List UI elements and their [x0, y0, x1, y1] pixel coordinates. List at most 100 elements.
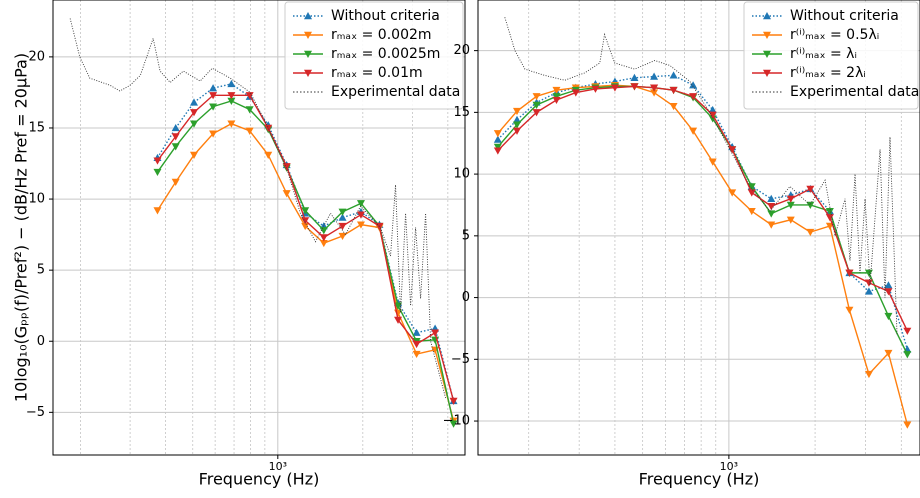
y-axis-label: 10log₁₀(Gₚₚ(f)/Pref²) − (dB/Hz Pref = 20… [12, 53, 31, 402]
marker [513, 115, 522, 123]
plot-area [478, 0, 920, 455]
marker [338, 232, 347, 241]
marker [282, 163, 291, 171]
legend-marker [763, 31, 771, 39]
x-axis-label: Frequency (Hz) [199, 470, 320, 489]
marker [884, 349, 893, 358]
marker [227, 97, 236, 105]
legend: Without criteria rₘₐₓ = 0.002m rₘₐₓ = 0.00… [284, 1, 464, 110]
legend-marker [763, 50, 771, 58]
marker [338, 208, 347, 216]
marker [356, 221, 365, 229]
series-line [497, 85, 908, 355]
legend-marker [763, 69, 771, 77]
marker [171, 178, 180, 186]
marker [209, 92, 218, 100]
marker [189, 120, 198, 128]
legend-label: rₘₐₓ = 0.01m [331, 65, 423, 81]
legend-box [743, 1, 919, 110]
legend-marker [304, 31, 312, 39]
legend-box [284, 1, 464, 110]
legend-label: Experimental data [331, 84, 460, 100]
legend-label: r⁽ⁱ⁾ₘₐₓ = 2λᵢ [790, 65, 866, 81]
y-tick-label: 20 [28, 49, 45, 64]
marker [449, 420, 458, 428]
legend-label: Experimental data [790, 84, 919, 100]
legend-label: r⁽ⁱ⁾ₘₐₓ = λᵢ [790, 46, 857, 62]
marker [650, 84, 659, 92]
marker [747, 189, 756, 197]
marker [171, 123, 180, 132]
marker [532, 101, 541, 109]
marker [171, 133, 180, 141]
marker [630, 83, 639, 91]
marker [282, 190, 291, 198]
marker [412, 340, 421, 349]
marker [767, 221, 776, 229]
marker [630, 73, 639, 81]
marker [412, 328, 421, 336]
marker [153, 207, 162, 215]
series-line [497, 74, 909, 350]
marker [552, 86, 561, 95]
x-axis-label: Frequency (Hz) [639, 470, 760, 489]
marker [903, 327, 912, 335]
y-tick-label: 5 [37, 263, 45, 278]
marker [825, 214, 834, 222]
marker [669, 71, 678, 79]
marker [532, 93, 541, 101]
marker [650, 72, 659, 80]
legend-marker [763, 12, 771, 20]
marker [319, 234, 328, 242]
legend-marker [304, 12, 312, 20]
marker [767, 203, 776, 211]
marker [245, 92, 254, 100]
marker [786, 216, 795, 224]
marker [449, 397, 458, 405]
subplot: 10³ −10 −5 0 5 10 15 20 Frequency (Hz) Without cr… [443, 0, 920, 489]
marker [209, 130, 218, 138]
marker [245, 106, 254, 114]
marker [689, 93, 698, 101]
marker [493, 147, 502, 155]
y-tick-label: 15 [28, 120, 45, 135]
marker [689, 81, 698, 89]
y-tick-label: −5 [26, 405, 45, 420]
marker [689, 127, 698, 135]
marker [864, 370, 873, 379]
marker [513, 127, 522, 135]
marker [338, 213, 347, 221]
marker [338, 222, 347, 231]
marker [319, 227, 328, 235]
marker [493, 143, 502, 151]
marker [356, 211, 365, 219]
legend: Without criteria r⁽ⁱ⁾ₘₐₓ = 0.5λᵢ r⁽ⁱ⁾ₘₐₓ =… [743, 1, 919, 110]
marker [227, 120, 236, 128]
legend-marker [304, 69, 312, 77]
marker [227, 79, 236, 88]
marker [153, 157, 162, 165]
marker [747, 207, 756, 216]
y-tick-label: 20 [453, 43, 470, 58]
marker [591, 85, 600, 93]
marker [552, 96, 561, 105]
series-line [504, 17, 898, 335]
marker [806, 228, 815, 237]
marker [786, 195, 795, 203]
marker [903, 351, 912, 359]
marker [747, 183, 756, 191]
series-line [156, 83, 455, 402]
legend-label: rₘₐₓ = 0.002m [331, 27, 432, 43]
axes-frame [52, 0, 466, 456]
marker [728, 146, 737, 154]
marker [864, 279, 873, 287]
y-tick-label: 15 [453, 105, 470, 120]
marker [806, 185, 815, 193]
marker [845, 306, 854, 314]
y-tick-label: 10 [453, 167, 470, 182]
marker [264, 151, 273, 159]
marker [171, 143, 180, 151]
marker [245, 127, 254, 135]
marker [189, 151, 198, 159]
marker [189, 109, 198, 117]
